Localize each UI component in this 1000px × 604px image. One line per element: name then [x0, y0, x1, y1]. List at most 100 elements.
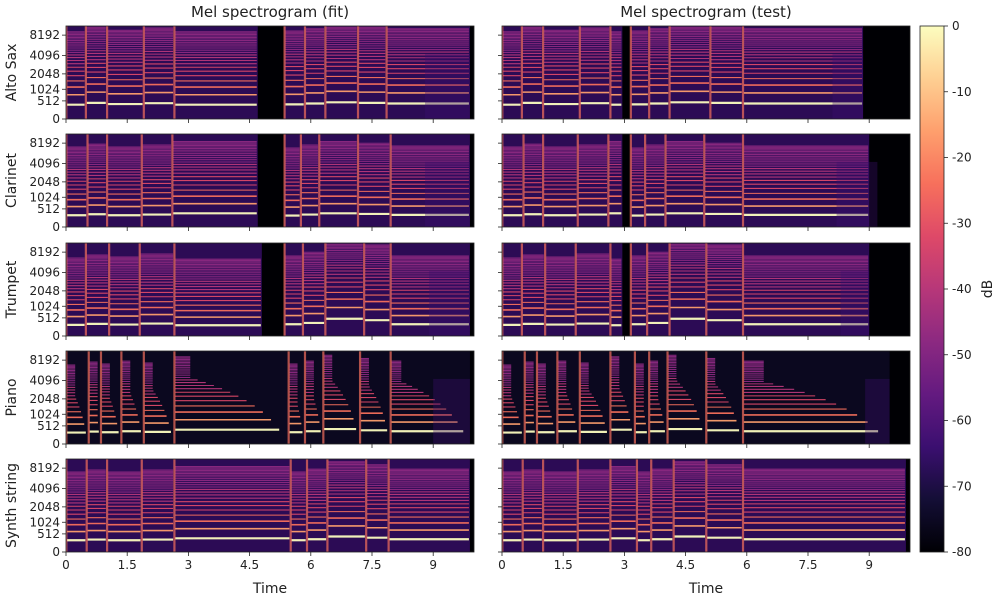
- onset-transient: [502, 134, 504, 227]
- onset-transient: [99, 351, 103, 444]
- note-body: [557, 351, 580, 444]
- reverb-tail: [433, 378, 470, 444]
- y-tick-label: 512: [37, 202, 60, 216]
- onset-transient: [106, 26, 109, 119]
- panel-frame: [65, 242, 475, 337]
- y-tick-label: 2048: [29, 175, 60, 189]
- onset-transient: [305, 459, 309, 552]
- onset-transient: [521, 459, 524, 552]
- y-tick-label: 2048: [29, 500, 60, 514]
- onset-transient: [705, 351, 708, 444]
- onset-transient: [709, 26, 712, 119]
- note-body: [357, 134, 391, 227]
- note-body: [502, 26, 522, 119]
- panel-frame: [501, 458, 911, 553]
- onset-transient: [322, 351, 325, 444]
- y-tick-label: 8192: [29, 353, 60, 367]
- onset-transient: [650, 459, 653, 552]
- y-tick-label: 1024: [29, 82, 60, 96]
- note-body: [365, 459, 389, 552]
- onset-transient: [389, 351, 392, 444]
- onset-transient: [106, 459, 109, 552]
- onset-transient: [389, 134, 392, 227]
- x-tick-label: 9: [429, 558, 437, 572]
- x-tick-label: 7.5: [798, 558, 817, 572]
- onset-transient: [283, 26, 286, 119]
- spectrogram-panel-piano-test: [498, 350, 911, 448]
- row-label: Piano: [4, 378, 20, 416]
- onset-transient: [356, 134, 360, 227]
- onset-transient: [283, 243, 286, 336]
- onset-transient: [140, 134, 143, 227]
- onset-transient: [668, 26, 671, 119]
- note-body: [66, 26, 86, 119]
- panel-frame: [65, 458, 475, 553]
- onset-transient: [140, 459, 143, 552]
- note-body: [650, 459, 674, 552]
- note-body: [87, 134, 107, 227]
- note-body: [669, 26, 711, 119]
- x-tick-label: 6: [307, 558, 315, 572]
- onset-transient: [66, 134, 68, 227]
- onset-transient: [578, 351, 581, 444]
- onset-transient: [576, 459, 579, 552]
- note-body: [669, 243, 706, 336]
- x-tick-label: 7.5: [362, 558, 381, 572]
- x-tick-label: 3: [185, 558, 193, 572]
- y-tick-label: 4096: [29, 265, 60, 279]
- onset-transient: [609, 459, 612, 552]
- onset-transient: [138, 243, 141, 336]
- onset-transient: [705, 243, 708, 336]
- column-title-test: Mel spectrogram (test): [620, 3, 792, 21]
- onset-transient: [387, 459, 390, 552]
- note-body: [610, 351, 635, 444]
- onset-transient: [576, 134, 579, 227]
- onset-transient: [502, 26, 504, 119]
- onset-transient: [574, 243, 577, 336]
- onset-transient: [86, 134, 89, 227]
- onset-transient: [635, 459, 639, 552]
- colorbar-tick-label: -50: [952, 348, 972, 362]
- note-body: [304, 26, 326, 119]
- note-body: [325, 26, 358, 119]
- onset-transient: [120, 351, 123, 444]
- row-label: Trumpet: [4, 260, 20, 319]
- reverb-tail: [865, 378, 890, 444]
- onset-transient: [741, 351, 745, 444]
- colorbar-tick-label: -80: [952, 545, 972, 559]
- onset-transient: [535, 351, 539, 444]
- onset-transient: [299, 134, 302, 227]
- y-tick-label: 4096: [29, 156, 60, 170]
- onset-transient: [283, 134, 286, 227]
- note-body: [174, 351, 289, 444]
- x-tick-label: 4.5: [240, 558, 259, 572]
- onset-transient: [502, 243, 504, 336]
- onset-transient: [741, 134, 745, 227]
- note-body: [648, 26, 670, 119]
- colorbar-tick-label: 0: [952, 19, 960, 33]
- onset-transient: [142, 351, 145, 444]
- onset-transient: [633, 351, 636, 444]
- note-body: [327, 459, 366, 552]
- y-tick-label: 1024: [29, 407, 60, 421]
- x-tick-label: 0: [498, 558, 506, 572]
- x-tick-label: 0: [62, 558, 70, 572]
- note-body: [121, 351, 144, 444]
- onset-transient: [66, 26, 68, 119]
- onset-transient: [648, 351, 651, 444]
- note-body: [66, 351, 89, 444]
- note-body: [306, 459, 328, 552]
- onset-transient: [287, 351, 290, 444]
- onset-transient: [523, 351, 526, 444]
- onset-transient: [502, 459, 504, 552]
- reverb-tail: [425, 53, 470, 119]
- spectrogram-panel-alto-sax-test: [498, 25, 911, 123]
- x-tick-label: 1.5: [554, 558, 573, 572]
- x-tick-label: 3: [621, 558, 629, 572]
- note-body: [390, 351, 470, 444]
- onset-transient: [609, 351, 612, 444]
- onset-transient: [648, 26, 651, 119]
